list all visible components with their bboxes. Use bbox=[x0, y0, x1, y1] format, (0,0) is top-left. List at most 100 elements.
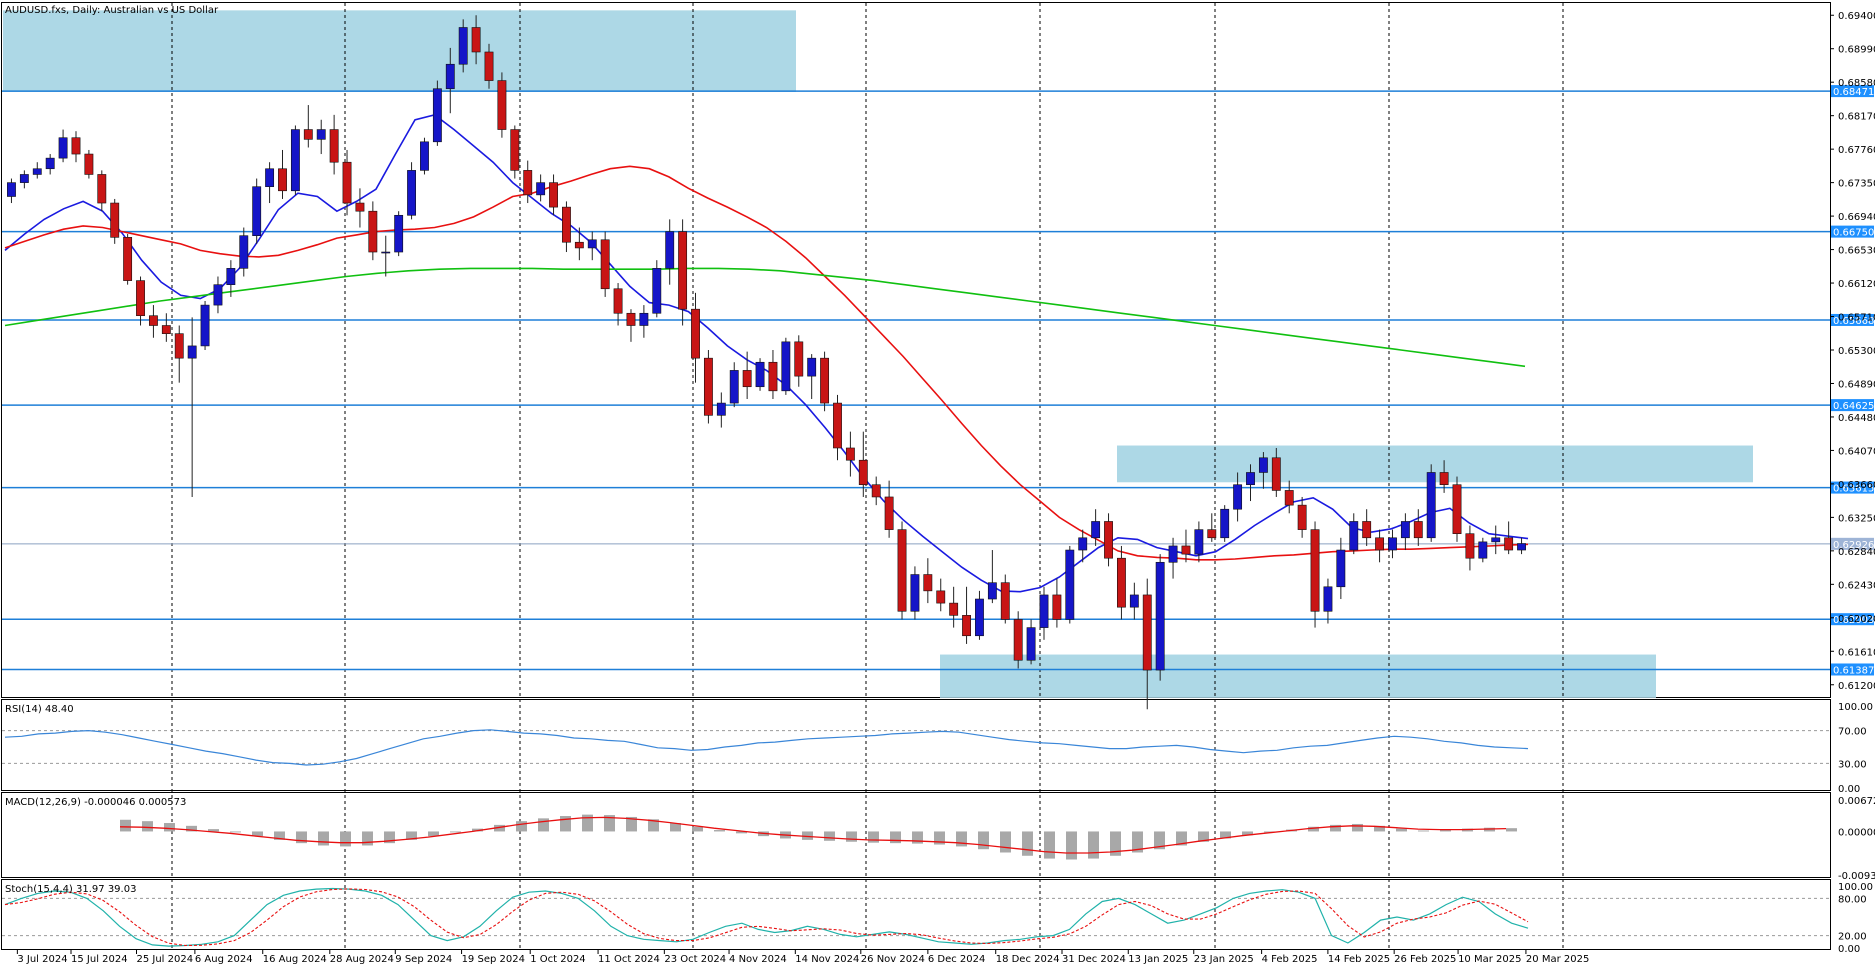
macd-histogram-bar bbox=[1352, 823, 1363, 832]
candle-bull bbox=[445, 63, 455, 90]
time-tick-label: 15 Jul 2024 bbox=[71, 954, 128, 964]
time-tick-label: 23 Oct 2024 bbox=[664, 954, 726, 964]
macd-histogram-bar bbox=[1022, 831, 1033, 856]
rsi-indicator: 100.00 70.00 30.00 0.00 bbox=[2, 702, 1873, 795]
macd-histogram-bar bbox=[648, 819, 659, 832]
level-tag bbox=[1831, 225, 1874, 238]
candle-bull bbox=[1155, 561, 1165, 671]
candle-bull bbox=[652, 268, 662, 314]
candle-bear bbox=[1297, 504, 1307, 530]
macd-histogram-bar bbox=[912, 831, 923, 844]
macd-histogram-bar bbox=[626, 816, 637, 832]
time-tick-label: 16 Aug 2024 bbox=[263, 954, 327, 964]
macd-histogram-bar bbox=[604, 815, 615, 832]
candle-bull bbox=[1400, 521, 1410, 539]
candle-bull bbox=[407, 170, 416, 216]
macd-histogram-bar bbox=[274, 831, 285, 840]
indicator-level-label: -0.009313 bbox=[1838, 871, 1875, 882]
macd-histogram-bar bbox=[1396, 828, 1407, 832]
level-label: 0.65668 bbox=[1833, 316, 1874, 327]
candle-bull bbox=[1491, 537, 1501, 543]
macd-histogram-bar bbox=[1418, 830, 1429, 832]
candle-bull bbox=[1478, 541, 1488, 559]
macd-histogram-bar bbox=[1110, 831, 1121, 856]
candle-bull bbox=[32, 168, 42, 175]
indicator-level-label: 30.00 bbox=[1838, 759, 1867, 770]
macd-signal-line bbox=[119, 816, 1507, 854]
candle-bull bbox=[665, 231, 675, 269]
macd-histogram-bar bbox=[1044, 831, 1055, 859]
macd-histogram-bar bbox=[450, 831, 461, 833]
macd-histogram-bar bbox=[736, 831, 747, 834]
level-tag bbox=[1831, 481, 1874, 494]
candle-bull bbox=[807, 357, 817, 377]
candle-bull bbox=[1129, 594, 1139, 608]
macd-histogram-bar bbox=[340, 831, 351, 847]
horizontal-levels: 0.68471 0.66750 0.65668 0.64625 0.63615 0.620… bbox=[2, 85, 1874, 676]
candle-bull bbox=[1026, 627, 1036, 661]
macd-histogram-bar bbox=[714, 830, 725, 832]
candle-bull bbox=[781, 341, 791, 392]
time-tick-label: 20 Mar 2025 bbox=[1526, 954, 1589, 964]
current-price-tag bbox=[1831, 537, 1874, 550]
candle-bear bbox=[1452, 484, 1462, 535]
candle-bear bbox=[833, 402, 842, 449]
macd-histogram-bar bbox=[1000, 831, 1011, 853]
candle-bear bbox=[303, 129, 313, 140]
macd-histogram-bar bbox=[1264, 831, 1275, 833]
candle-bull bbox=[987, 582, 997, 600]
stoch-main-line bbox=[4, 887, 1529, 947]
candle-bear bbox=[1207, 529, 1217, 539]
macd-histogram-bar bbox=[494, 824, 505, 832]
candle-bear bbox=[110, 202, 120, 238]
vertical-grid-lines bbox=[171, 3, 1564, 950]
candle-bear bbox=[574, 241, 584, 249]
indicator-level-label: 70.00 bbox=[1838, 727, 1867, 738]
indicator-level-label: 100.00 bbox=[1838, 882, 1873, 893]
current-price-label: 0.62926 bbox=[1833, 540, 1874, 551]
macd-histogram-bar bbox=[868, 831, 879, 843]
candle-bull bbox=[1039, 594, 1049, 628]
macd-histogram-bar bbox=[1066, 831, 1077, 860]
candle-bear bbox=[858, 459, 868, 486]
macd-histogram-bar bbox=[1242, 831, 1253, 836]
macd-histogram-bar bbox=[934, 831, 945, 845]
time-tick-label: 3 Jul 2024 bbox=[17, 954, 67, 964]
moving-average-line bbox=[4, 267, 1526, 368]
candle-bear bbox=[1181, 545, 1191, 555]
candle-bull bbox=[1246, 472, 1255, 486]
macd-histogram-bar bbox=[142, 821, 153, 832]
candle-bull bbox=[716, 402, 726, 416]
macd-histogram-bar bbox=[164, 823, 175, 832]
level-tag bbox=[1831, 663, 1874, 676]
indicator-level-label: 20.00 bbox=[1838, 932, 1867, 943]
candle-bear bbox=[703, 357, 713, 416]
candle-bear bbox=[84, 153, 94, 175]
candle-bear bbox=[278, 168, 287, 192]
candle-bull bbox=[239, 235, 249, 269]
indicator-level-label: 0.00 bbox=[1838, 944, 1860, 955]
macd-histogram-bar bbox=[1220, 831, 1231, 839]
chart-title: AUDUSD.fxs, Daily: Australian vs US Doll… bbox=[5, 5, 219, 16]
candle-bull bbox=[458, 27, 468, 65]
macd-histogram-bar bbox=[1440, 829, 1451, 832]
candle-bear bbox=[497, 80, 507, 130]
candle-bull bbox=[7, 182, 16, 197]
stoch-panel-frame bbox=[1, 879, 1831, 950]
candle-bear bbox=[1375, 537, 1385, 551]
candle-bear bbox=[923, 574, 933, 592]
macd-histogram-bar bbox=[1176, 831, 1187, 846]
candle-bear bbox=[1413, 521, 1423, 539]
candle-bear bbox=[342, 161, 352, 204]
candle-bull bbox=[1078, 537, 1088, 551]
candle-bear bbox=[136, 280, 145, 317]
stoch-label: Stoch(15,4,4) 31.97 39.03 bbox=[5, 884, 136, 895]
